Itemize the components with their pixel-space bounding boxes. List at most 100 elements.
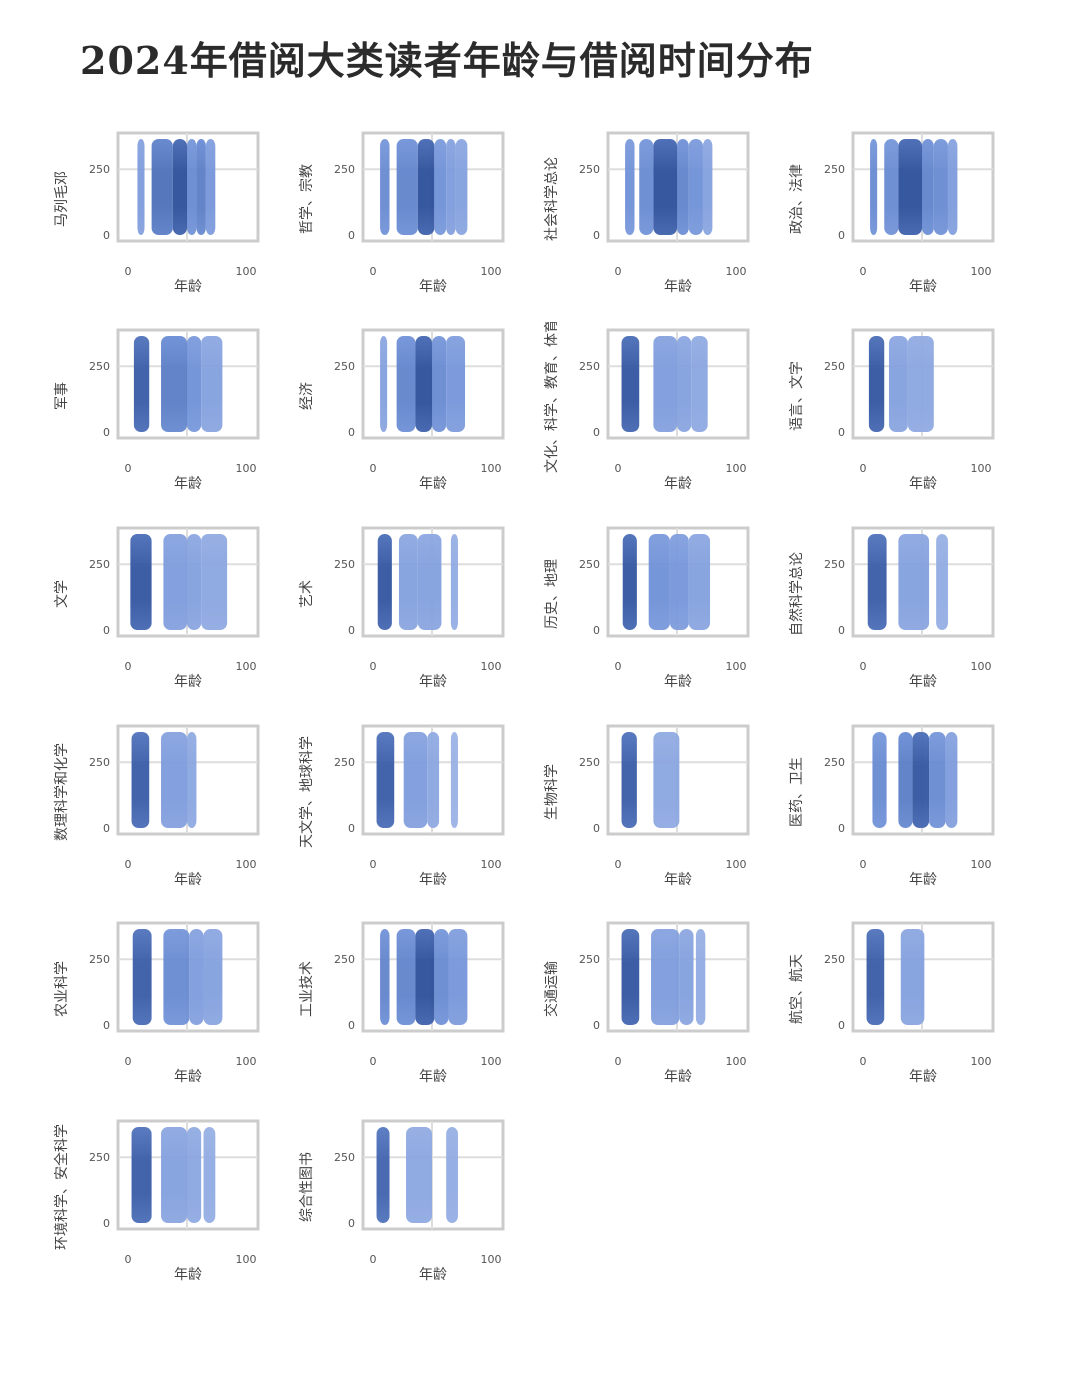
density-band <box>947 139 958 235</box>
category-label: 农业科学 <box>54 961 70 1017</box>
x-tick-label: 100 <box>236 265 257 278</box>
density-band <box>898 534 930 630</box>
y-tick-label: 0 <box>838 624 845 637</box>
x-tick-label: 100 <box>726 660 747 673</box>
density-band <box>131 1127 152 1223</box>
density-band <box>651 929 680 1025</box>
y-tick-label: 0 <box>348 822 355 835</box>
chart-svg: 250 0 0 100 年龄 历史、地理 <box>544 526 750 690</box>
chart-panel: 250 0 0 100 年龄 哲学、宗教 <box>283 125 528 315</box>
y-tick-label: 0 <box>103 229 110 242</box>
density-band <box>163 534 187 630</box>
x-tick-label: 0 <box>125 265 132 278</box>
category-label: 医药、卫生 <box>789 757 805 827</box>
density-band <box>900 929 925 1025</box>
density-band <box>884 139 899 235</box>
density-band <box>936 534 948 630</box>
chart-svg: 250 0 0 100 年龄 政治、法律 <box>789 131 995 295</box>
density-band <box>870 139 878 235</box>
density-band <box>432 336 447 432</box>
density-band <box>415 929 435 1025</box>
category-label: 社会科学总论 <box>544 157 560 241</box>
category-label: 马列毛邓 <box>54 171 70 227</box>
chart-svg: 250 0 0 100 年龄 经济 <box>299 328 505 492</box>
density-band <box>434 929 449 1025</box>
chart-svg: 250 0 0 100 年龄 文学 <box>54 526 260 690</box>
density-band <box>653 732 680 828</box>
density-band <box>380 336 388 432</box>
density-band <box>187 336 202 432</box>
x-tick-label: 0 <box>370 1055 377 1068</box>
chart-panel: 250 0 0 100 年龄 政治、法律 <box>773 125 1018 315</box>
chart-svg: 250 0 0 100 年龄 社会科学总论 <box>544 131 750 295</box>
density-band <box>867 534 887 630</box>
y-tick-label: 0 <box>348 624 355 637</box>
chart-svg: 250 0 0 100 年龄 马列毛邓 <box>54 131 260 295</box>
x-tick-label: 0 <box>125 858 132 871</box>
x-tick-label: 0 <box>615 265 622 278</box>
x-axis-label: 年龄 <box>664 279 692 295</box>
chart-panel: 250 0 0 100 年龄 自然科学总论 <box>773 520 1018 710</box>
chart-svg: 250 0 0 100 年龄 环境科学、安全科学 <box>53 1119 260 1283</box>
x-tick-label: 0 <box>615 858 622 871</box>
density-band <box>677 139 689 235</box>
x-axis-label: 年龄 <box>664 476 692 492</box>
density-band <box>196 139 206 235</box>
density-band <box>187 534 202 630</box>
y-tick-label: 250 <box>334 558 355 571</box>
x-axis-label: 年龄 <box>664 872 692 888</box>
density-band <box>403 732 428 828</box>
density-band <box>396 139 418 235</box>
x-tick-label: 100 <box>481 265 502 278</box>
y-tick-label: 250 <box>579 163 600 176</box>
category-label: 数理科学和化学 <box>54 743 70 841</box>
density-band <box>653 139 677 235</box>
chart-svg: 250 0 0 100 年龄 天文学、地球科学 <box>299 724 505 888</box>
density-band <box>205 139 216 235</box>
y-tick-label: 250 <box>334 953 355 966</box>
x-axis-label: 年龄 <box>419 279 447 295</box>
chart-panel: 250 0 0 100 年龄 历史、地理 <box>528 520 773 710</box>
density-band <box>132 929 152 1025</box>
chart-svg: 250 0 0 100 年龄 哲学、宗教 <box>299 131 505 295</box>
y-tick-label: 250 <box>89 558 110 571</box>
x-tick-label: 0 <box>125 1055 132 1068</box>
y-tick-label: 0 <box>593 426 600 439</box>
density-band <box>677 336 692 432</box>
chart-panel: 250 0 0 100 年龄 环境科学、安全科学 <box>38 1113 283 1303</box>
y-tick-label: 250 <box>334 163 355 176</box>
density-band <box>922 139 934 235</box>
y-tick-label: 250 <box>89 163 110 176</box>
chart-svg: 250 0 0 100 年龄 航空、航天 <box>789 921 995 1085</box>
density-band <box>448 929 468 1025</box>
y-tick-label: 0 <box>348 229 355 242</box>
x-tick-label: 0 <box>860 858 867 871</box>
x-axis-label: 年龄 <box>419 872 447 888</box>
x-tick-label: 100 <box>481 1253 502 1266</box>
x-axis-label: 年龄 <box>174 674 202 690</box>
density-band <box>415 336 432 432</box>
y-tick-label: 250 <box>89 756 110 769</box>
y-tick-label: 250 <box>579 756 600 769</box>
y-tick-label: 0 <box>103 624 110 637</box>
x-tick-label: 100 <box>726 265 747 278</box>
density-band <box>434 139 447 235</box>
chart-panel: 250 0 0 100 年龄 马列毛邓 <box>38 125 283 315</box>
category-label: 哲学、宗教 <box>299 164 315 234</box>
density-band <box>621 336 640 432</box>
chart-svg: 250 0 0 100 年龄 交通运输 <box>543 921 750 1085</box>
y-tick-label: 250 <box>824 953 845 966</box>
y-tick-label: 0 <box>593 1019 600 1032</box>
density-band <box>653 336 677 432</box>
chart-panel: 250 0 0 100 年龄 工业技术 <box>283 915 528 1105</box>
y-tick-label: 250 <box>824 756 845 769</box>
density-band <box>621 929 640 1025</box>
y-tick-label: 0 <box>103 1217 110 1230</box>
x-tick-label: 0 <box>125 660 132 673</box>
x-tick-label: 100 <box>481 1055 502 1068</box>
y-tick-label: 0 <box>348 1019 355 1032</box>
chart-panel: 250 0 0 100 年龄 生物科学 <box>528 718 773 908</box>
density-band <box>417 139 435 235</box>
density-band <box>898 732 913 828</box>
x-axis-label: 年龄 <box>174 279 202 295</box>
